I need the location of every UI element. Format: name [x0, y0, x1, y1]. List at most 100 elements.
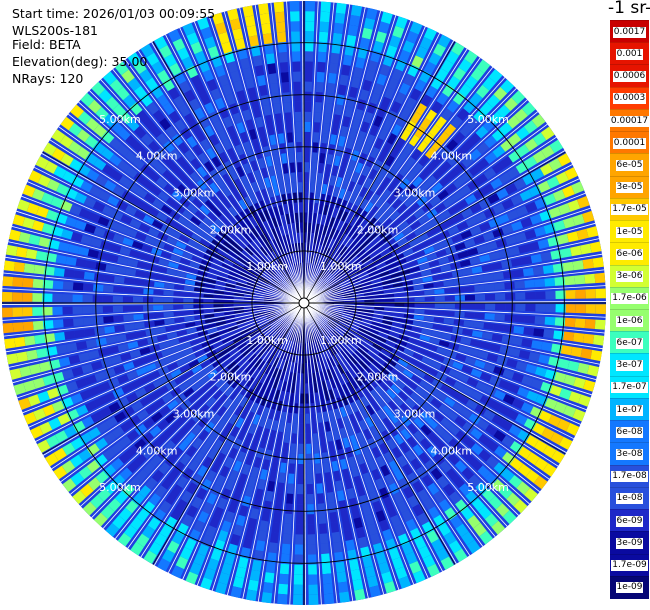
ray-cell [464, 294, 476, 301]
ray-cell [317, 244, 322, 255]
ray-cell [141, 525, 155, 539]
ray-cell [324, 247, 331, 258]
ray-cell [203, 309, 214, 314]
ray-cell [356, 249, 366, 258]
ray-cell [371, 254, 382, 262]
ray-cell [314, 112, 321, 123]
ray-cell [265, 328, 274, 337]
ray-cell [375, 510, 386, 523]
ray-cell [443, 483, 456, 497]
ray-cell [322, 326, 330, 336]
ray-cell [509, 441, 523, 454]
ray-cell [363, 213, 373, 224]
ray-cell [337, 374, 345, 386]
ray-cell [349, 192, 358, 204]
ray-cell [261, 188, 269, 200]
ray-cell [382, 284, 394, 290]
ray-cell [333, 387, 340, 399]
ray-cell [278, 472, 286, 484]
ray-cell [508, 150, 522, 163]
ray-cell [257, 283, 267, 289]
ray-cell [522, 267, 534, 277]
ray-cell [112, 296, 123, 303]
ray-cell [409, 358, 421, 367]
colorbar-cell: 1e-07 [610, 397, 649, 422]
azimuth-line [303, 302, 566, 455]
ray-cell [323, 271, 331, 281]
ray-cell [445, 183, 457, 195]
ray-cell [340, 222, 349, 233]
ray-separator [5, 256, 305, 304]
ray-cell [184, 89, 196, 102]
ray-cell [219, 382, 230, 393]
ray-cell [402, 226, 413, 236]
ray-cell [265, 53, 275, 65]
ray-cell [515, 361, 528, 372]
ray-cell [343, 309, 354, 313]
ray-cell [277, 174, 284, 185]
ray-cell [483, 207, 496, 219]
ray-cell [237, 556, 249, 569]
ray-cell [388, 412, 399, 424]
colorbar-tick-label: 3e-07 [615, 360, 644, 372]
ray-cell [371, 468, 381, 481]
ray-cell [424, 460, 437, 473]
ray-cell [406, 30, 419, 44]
ray-cell [136, 509, 150, 523]
ray-cell [316, 318, 323, 328]
ray-cell [544, 277, 556, 287]
ray-cell [470, 443, 484, 456]
ray-cell [137, 339, 149, 347]
ray-cell [563, 331, 575, 342]
ray-cell [540, 251, 552, 262]
ray-cell [164, 318, 175, 325]
ray-cell [500, 79, 515, 94]
ray-cell [175, 323, 186, 330]
ray-cell [442, 272, 453, 279]
ray-cell [208, 111, 220, 124]
colorbar-cell: 3e-07 [610, 353, 649, 377]
ray-cell [461, 268, 473, 276]
ray-cell [437, 34, 451, 48]
ray-cell [406, 436, 418, 448]
ray-cell [282, 235, 288, 246]
ray-cell [194, 320, 206, 326]
ray-cell [266, 268, 276, 276]
ray-cell [203, 364, 215, 374]
ray-cell [301, 323, 303, 334]
ray-cell [207, 211, 218, 222]
ray-cell [172, 38, 186, 52]
ray-cell [322, 311, 332, 317]
ray-cell [267, 330, 276, 339]
ray-cell [247, 244, 256, 253]
ray-cell [305, 71, 313, 82]
ray-cell [128, 415, 141, 427]
ray-cell [75, 258, 87, 268]
ray-cell [237, 322, 248, 328]
ray-cell [483, 167, 497, 180]
ray-cell [437, 189, 449, 201]
ray-cell [264, 364, 272, 375]
ray-cell [153, 312, 164, 319]
ray-cell [386, 222, 397, 232]
ray-cell [147, 155, 160, 168]
ray-cell [402, 248, 414, 257]
ray-cell [162, 169, 174, 182]
ray-cell [299, 403, 304, 414]
ray-cell [272, 420, 279, 431]
ray-cell [130, 516, 144, 531]
ray-cell [233, 307, 244, 311]
ray-cell [381, 279, 393, 285]
ray-separator [303, 302, 540, 493]
ray-cell [356, 432, 365, 444]
ray-cell [384, 307, 395, 312]
ray-cell [371, 321, 382, 327]
ray-cell [56, 344, 68, 355]
ray-cell [396, 115, 407, 128]
ray-cell [320, 257, 327, 267]
ray-cell [489, 251, 501, 261]
ray-cell [115, 61, 129, 76]
ray-cell [290, 11, 300, 22]
ray-cell [343, 292, 354, 297]
ray-cell [227, 501, 238, 514]
